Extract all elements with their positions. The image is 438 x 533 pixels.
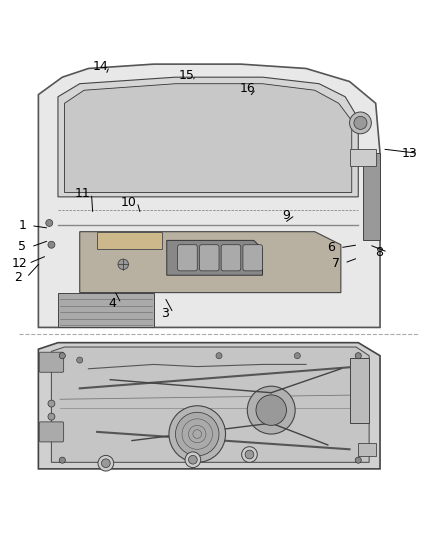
Circle shape: [48, 241, 55, 248]
Circle shape: [98, 455, 114, 471]
Circle shape: [216, 353, 222, 359]
Text: 8: 8: [375, 246, 383, 259]
Circle shape: [294, 353, 300, 359]
Text: 10: 10: [120, 196, 136, 208]
Polygon shape: [58, 77, 358, 197]
Polygon shape: [39, 64, 380, 327]
Circle shape: [59, 353, 65, 359]
Polygon shape: [51, 347, 369, 462]
FancyBboxPatch shape: [39, 352, 64, 372]
Circle shape: [48, 413, 55, 420]
Circle shape: [242, 447, 257, 462]
Text: 6: 6: [327, 241, 335, 254]
Circle shape: [247, 386, 295, 434]
Circle shape: [102, 459, 110, 467]
Text: 4: 4: [109, 297, 117, 310]
Circle shape: [355, 457, 361, 463]
FancyBboxPatch shape: [199, 245, 219, 271]
Polygon shape: [363, 154, 380, 240]
FancyBboxPatch shape: [243, 245, 262, 271]
Polygon shape: [167, 240, 262, 275]
Text: 3: 3: [161, 306, 169, 320]
Polygon shape: [350, 149, 376, 166]
Text: 9: 9: [283, 208, 290, 222]
Circle shape: [350, 112, 371, 134]
Text: 13: 13: [402, 147, 417, 160]
Polygon shape: [39, 343, 380, 469]
Circle shape: [59, 457, 65, 463]
Polygon shape: [97, 232, 162, 249]
Circle shape: [176, 413, 219, 456]
Circle shape: [118, 259, 128, 270]
Polygon shape: [350, 358, 369, 423]
Text: 5: 5: [18, 240, 26, 253]
Circle shape: [355, 353, 361, 359]
Circle shape: [48, 400, 55, 407]
Text: 11: 11: [75, 187, 91, 200]
Circle shape: [354, 116, 367, 130]
Polygon shape: [58, 293, 154, 327]
Polygon shape: [80, 232, 341, 293]
Text: 15: 15: [178, 69, 194, 82]
FancyBboxPatch shape: [221, 245, 241, 271]
Text: 2: 2: [14, 271, 22, 284]
Text: 12: 12: [12, 257, 28, 270]
Text: 16: 16: [240, 83, 255, 95]
Polygon shape: [64, 84, 352, 192]
Text: 14: 14: [93, 60, 109, 73]
FancyBboxPatch shape: [39, 422, 64, 442]
Text: 7: 7: [332, 256, 339, 270]
Circle shape: [188, 455, 197, 464]
Circle shape: [46, 220, 53, 227]
Circle shape: [256, 395, 286, 425]
Circle shape: [77, 357, 83, 363]
Polygon shape: [358, 443, 376, 456]
FancyBboxPatch shape: [178, 245, 197, 271]
Circle shape: [185, 452, 201, 467]
Circle shape: [245, 450, 254, 459]
Circle shape: [169, 406, 226, 462]
Text: 1: 1: [18, 219, 26, 232]
